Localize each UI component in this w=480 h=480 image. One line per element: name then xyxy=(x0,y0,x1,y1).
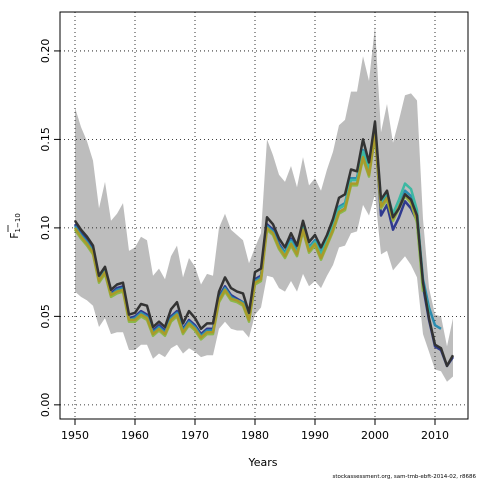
estimate-line xyxy=(73,120,455,368)
plot-frame xyxy=(59,11,469,420)
y-axis-ticks: 0.00 0.05 0.10 0.15 0.20 xyxy=(39,39,60,417)
retro-series-line-5 xyxy=(73,132,419,339)
x-tick-label: 2000 xyxy=(361,429,389,442)
series-layer xyxy=(73,120,455,368)
confidence-band xyxy=(75,26,453,382)
axes-frame xyxy=(59,11,469,420)
x-tick-label: 1960 xyxy=(121,429,149,442)
y-axis-label-sub: 1−10 xyxy=(14,213,22,232)
svg-text:F1−10: F1−10 xyxy=(8,213,22,239)
footer-credit: stockassessment.org, sam-tmb-ebft-2014-0… xyxy=(332,474,476,480)
x-tick-label: 1950 xyxy=(61,429,89,442)
confidence-band-layer xyxy=(75,26,453,382)
y-tick-label: 0.10 xyxy=(39,216,52,241)
y-tick-label: 0.05 xyxy=(39,304,52,329)
x-axis-ticks: 1950 1960 1970 1980 1990 2000 2010 xyxy=(61,419,449,442)
x-axis-label: Years xyxy=(247,456,277,469)
y-tick-label: 0.20 xyxy=(39,39,52,64)
y-tick-label: 0.15 xyxy=(39,127,52,152)
x-tick-label: 2010 xyxy=(421,429,449,442)
x-tick-label: 1990 xyxy=(301,429,329,442)
y-axis-label-main: F xyxy=(8,232,21,238)
y-axis-label: F1−10 xyxy=(7,213,22,239)
y-tick-label: 0.00 xyxy=(39,393,52,418)
x-tick-label: 1970 xyxy=(181,429,209,442)
x-tick-label: 1980 xyxy=(241,429,269,442)
